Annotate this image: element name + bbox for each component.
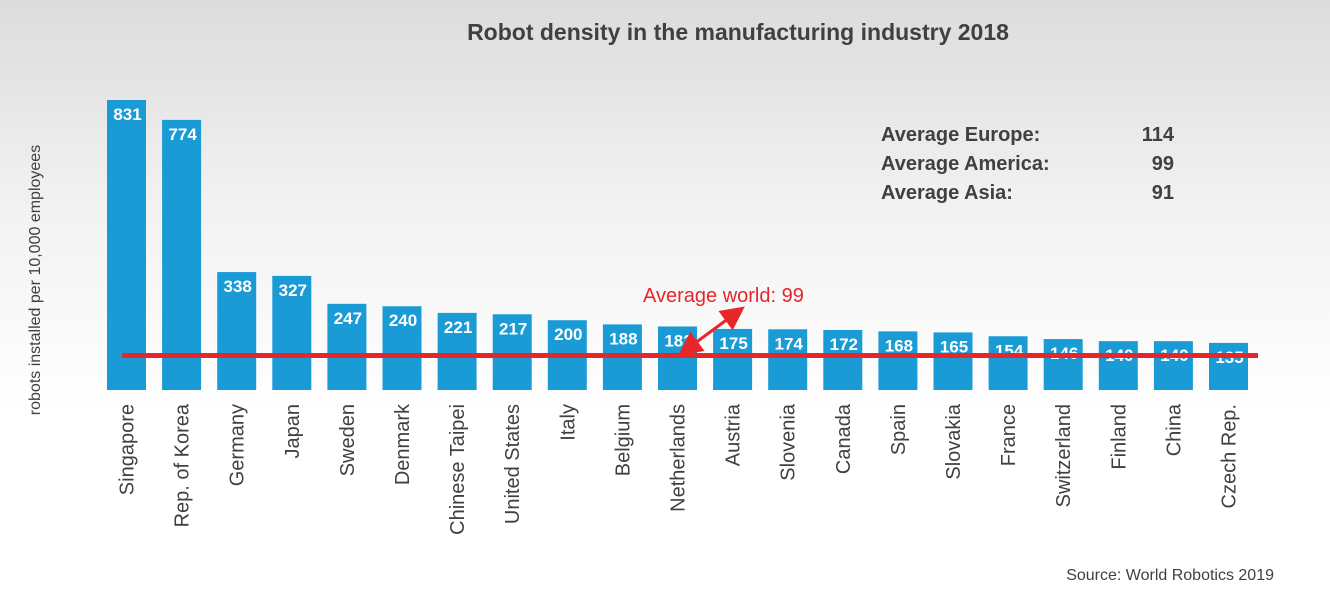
x-tick-label: Germany — [227, 404, 249, 486]
bar — [1209, 342, 1248, 390]
bar — [217, 272, 257, 390]
avg-asia-value: 91 — [1152, 182, 1174, 204]
x-tick-label: Czech Rep. — [1219, 404, 1241, 509]
x-tick-label: Sweden — [337, 404, 359, 476]
bar — [107, 100, 146, 390]
x-tick-label: Finland — [1108, 404, 1130, 470]
bar-value-label: 247 — [334, 309, 362, 328]
x-tick-label: Slovakia — [943, 403, 965, 479]
bar — [272, 275, 312, 390]
avg-asia-label: Average Asia: — [881, 182, 1013, 204]
x-tick-label: Singapore — [117, 404, 139, 495]
x-tick-label: United States — [502, 404, 524, 524]
x-tick-label: Italy — [557, 404, 579, 441]
averages-box: Average Europe: 114 Average America: 99 … — [881, 124, 1175, 204]
bar — [823, 329, 863, 390]
x-tick-label: Chinese Taipei — [447, 404, 469, 535]
bar-value-label: 200 — [554, 325, 582, 344]
x-tick-label: Slovenia — [778, 403, 800, 481]
bar — [437, 312, 477, 390]
x-tick-label: Canada — [833, 403, 855, 474]
avg-america-label: Average America: — [881, 153, 1050, 175]
x-tick-label: Rep. of Korea — [172, 403, 194, 527]
bar-value-label: 168 — [885, 336, 913, 355]
avg-europe-value: 114 — [1142, 124, 1175, 146]
avg-america-value: 99 — [1152, 153, 1174, 175]
x-tick-label: China — [1163, 403, 1185, 456]
bar — [162, 119, 202, 390]
bar — [1098, 341, 1138, 390]
chart-title: Robot density in the manufacturing indus… — [467, 19, 1009, 45]
x-tick-label: Belgium — [612, 404, 634, 476]
bar — [768, 329, 808, 390]
reference-line-label: Average world: 99 — [643, 285, 804, 307]
bar-value-label: 175 — [719, 334, 747, 353]
bar-value-label: 774 — [168, 125, 197, 144]
bar — [878, 331, 918, 390]
bar — [1043, 339, 1083, 390]
bar-value-label: 165 — [940, 337, 968, 356]
bar — [382, 306, 422, 390]
x-tick-label: Japan — [282, 404, 304, 459]
double-arrow-icon — [678, 306, 745, 356]
bar-value-label: 188 — [609, 329, 637, 348]
bar-value-label: 217 — [499, 319, 527, 338]
bar-value-label: 221 — [444, 318, 472, 337]
bar-value-label: 831 — [113, 105, 141, 124]
bar-value-label: 240 — [389, 311, 417, 330]
x-tick-label: Austria — [723, 403, 745, 466]
bar — [988, 336, 1028, 390]
x-tick-label: France — [998, 404, 1020, 466]
avg-europe-label: Average Europe: — [881, 124, 1040, 146]
x-tick-label: Switzerland — [1053, 404, 1075, 507]
y-axis-label: robots installed per 10,000 employees — [27, 145, 44, 415]
bar — [327, 303, 367, 390]
x-tick-label: Denmark — [392, 403, 414, 485]
bar — [1153, 341, 1193, 390]
bar-value-label: 327 — [279, 281, 307, 300]
bar-value-label: 174 — [775, 334, 804, 353]
bar — [933, 332, 973, 390]
bar-value-label: 338 — [224, 277, 252, 296]
bar — [492, 314, 532, 390]
x-tick-label: Spain — [888, 404, 910, 455]
bar-value-label: 172 — [830, 335, 858, 354]
x-tick-label: Netherlands — [668, 404, 690, 512]
source-note: Source: World Robotics 2019 — [1066, 567, 1274, 584]
